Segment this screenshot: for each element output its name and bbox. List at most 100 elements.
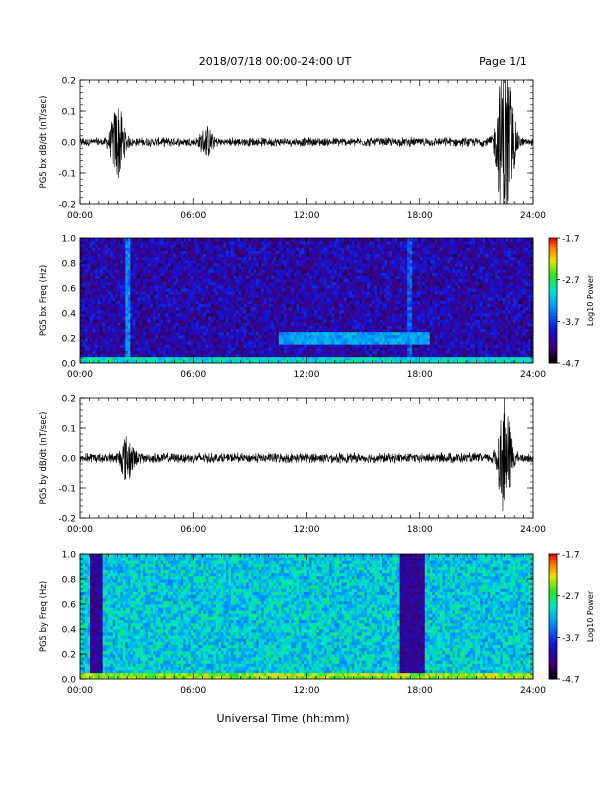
spectrogram-cell xyxy=(263,297,267,301)
spectrogram-cell xyxy=(193,341,197,345)
spectrogram-cell xyxy=(261,344,265,348)
spectrogram-cell xyxy=(180,253,184,258)
spectrogram-cell xyxy=(251,238,255,242)
spectrogram-cell xyxy=(130,294,134,298)
spectrogram-cell xyxy=(185,350,189,355)
spectrogram-cell xyxy=(273,306,277,311)
spectrogram-cell xyxy=(168,303,171,308)
spectrogram-cell xyxy=(306,288,310,292)
spectrogram-cell xyxy=(135,356,139,361)
spectrogram-cell xyxy=(85,250,88,255)
spectrogram-cell xyxy=(105,241,109,245)
spectrogram-cell xyxy=(364,272,368,276)
spectrogram-cell xyxy=(205,350,209,355)
spectrogram-cell xyxy=(120,241,124,245)
spectrogram-cell xyxy=(238,256,242,261)
spectrogram-cell xyxy=(200,300,204,305)
spectrogram-cell xyxy=(251,256,255,261)
spectrogram-cell xyxy=(95,356,99,361)
spectrogram-cell xyxy=(92,300,96,305)
spectrogram-cell xyxy=(220,256,224,261)
spectrogram-cell xyxy=(256,322,260,326)
spectrogram-cell xyxy=(130,250,134,255)
spectrogram-cell xyxy=(137,269,141,273)
spectrogram-cell xyxy=(336,291,340,295)
spectrogram-cell xyxy=(127,297,131,301)
spectrogram-cell xyxy=(190,281,194,286)
spectrogram-cell xyxy=(311,250,315,255)
spectrogram-cell xyxy=(291,278,295,283)
spectrogram-cell xyxy=(339,306,343,311)
spectrogram-cell xyxy=(115,288,119,292)
spectrogram-cell xyxy=(195,309,199,314)
spectrogram-cell xyxy=(185,278,189,283)
spectrogram-cell xyxy=(140,259,144,264)
spectrogram-cell xyxy=(246,297,250,301)
spectrogram-cell xyxy=(364,247,368,251)
spectrogram-cell xyxy=(319,241,322,245)
spectrogram-cell xyxy=(288,244,292,248)
spectrogram-cell xyxy=(321,319,325,323)
spectrogram-cell xyxy=(314,341,317,345)
spectrogram-cell xyxy=(193,294,197,298)
spectrogram-cell xyxy=(150,263,154,267)
spectrogram-cell xyxy=(218,244,222,248)
spectrogram-cell xyxy=(82,247,86,251)
spectrogram-cell xyxy=(351,350,355,355)
spectrogram-cell xyxy=(271,275,275,280)
spectrogram-cell xyxy=(321,266,325,270)
spectrogram-cell xyxy=(117,344,121,348)
spectrogram-cell xyxy=(238,281,242,286)
spectrogram-cell xyxy=(329,266,333,270)
spectrogram-cell xyxy=(85,269,88,273)
spectrogram-cell xyxy=(208,284,212,289)
spectrogram-cell xyxy=(303,272,307,276)
spectrogram-cell xyxy=(110,350,114,355)
spectrogram-cell xyxy=(339,356,343,361)
spectrogram-cell xyxy=(198,284,202,289)
spectrogram-cell xyxy=(225,253,229,258)
spectrogram-cell xyxy=(228,253,232,258)
spectrogram-cell xyxy=(331,316,335,320)
spectrogram-cell xyxy=(296,300,300,305)
spectrogram-cell xyxy=(256,247,260,251)
spectrogram-cell xyxy=(163,341,166,345)
spectrogram-cell xyxy=(165,241,169,245)
spectrogram-cell xyxy=(281,263,285,267)
spectrogram-cell xyxy=(95,344,99,348)
spectrogram-cell xyxy=(349,306,353,311)
spectrogram-cell xyxy=(120,359,124,364)
spectrogram-cell xyxy=(80,284,83,289)
spectrogram-cell xyxy=(122,253,126,258)
spectrogram-cell xyxy=(238,250,242,255)
spectrogram-cell xyxy=(266,263,270,267)
spectrogram-cell xyxy=(122,359,126,364)
spectrogram-cell xyxy=(218,288,222,292)
spectrogram-cell xyxy=(258,359,262,364)
spectrogram-cell xyxy=(261,238,265,242)
spectrogram-cell xyxy=(112,284,116,289)
spectrogram-cell xyxy=(273,259,277,264)
spectrogram-cell xyxy=(85,353,88,358)
spectrogram-cell xyxy=(366,303,370,308)
spectrogram-cell xyxy=(142,322,146,326)
spectrogram-cell xyxy=(132,334,136,339)
spectrogram-cell xyxy=(200,356,204,361)
spectrogram-cell xyxy=(142,297,146,301)
spectrogram-cell xyxy=(314,309,317,314)
spectrogram-cell xyxy=(120,247,124,251)
spectrogram-cell xyxy=(354,284,358,289)
spectrogram-cell xyxy=(319,316,322,320)
spectrogram-cell xyxy=(276,306,280,311)
spectrogram-cell xyxy=(309,238,312,242)
spectrogram-cell xyxy=(366,253,370,258)
spectrogram-cell xyxy=(163,263,166,267)
spectrogram-cell xyxy=(100,275,104,280)
spectrogram-cell xyxy=(155,272,159,276)
spectrogram-cell xyxy=(127,263,131,267)
spectrogram-cell xyxy=(371,350,375,355)
spectrogram-cell xyxy=(137,356,141,361)
spectrogram-cell xyxy=(278,322,282,326)
spectrogram-cell xyxy=(336,263,340,267)
spectrogram-cell xyxy=(258,350,262,355)
